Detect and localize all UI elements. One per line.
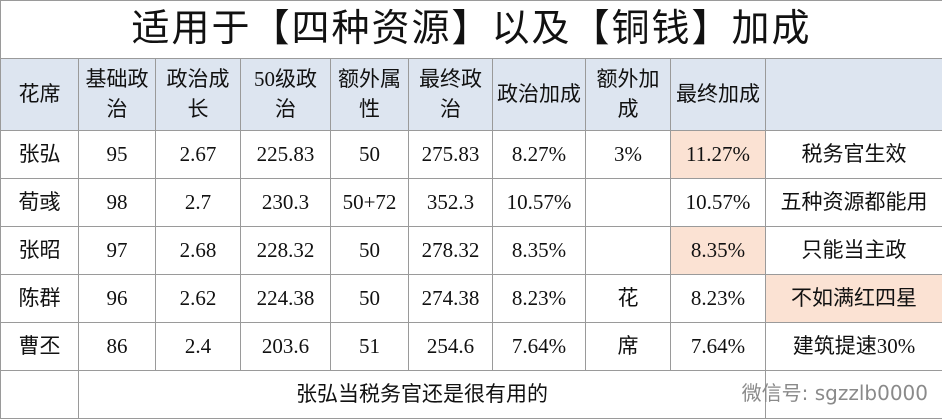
table-cell: 2.7: [156, 179, 241, 227]
table-cell: 2.68: [156, 227, 241, 275]
table-cell: 2.62: [156, 275, 241, 323]
table-cell: 96: [79, 275, 156, 323]
table-cell: 10.57%: [493, 179, 586, 227]
header-cell: 花席: [1, 59, 79, 131]
header-cell: 50级政治: [241, 59, 331, 131]
table-cell: 8.23%: [493, 275, 586, 323]
header-cell: 政治成长: [156, 59, 241, 131]
table-cell: 50: [331, 227, 409, 275]
watermark: 微信号: sgzzlb0000: [742, 377, 928, 406]
table-cell: 228.32: [241, 227, 331, 275]
table-cell: 建筑提速30%: [766, 323, 942, 371]
table-cell: 只能当主政: [766, 227, 942, 275]
table-cell: 张昭: [1, 227, 79, 275]
table-cell: 203.6: [241, 323, 331, 371]
table-cell: [586, 227, 671, 275]
footer-note: 张弘当税务官还是很有用的: [79, 371, 766, 419]
table-cell: 张弘: [1, 131, 79, 179]
table-cell: 曹丕: [1, 323, 79, 371]
table-cell: [586, 179, 671, 227]
header-cell: [766, 59, 942, 131]
table-cell: 86: [79, 323, 156, 371]
table-cell: 230.3: [241, 179, 331, 227]
table-cell: 50+72: [331, 179, 409, 227]
footer-empty: [1, 371, 79, 419]
table-cell: 荀彧: [1, 179, 79, 227]
table-cell: 花: [586, 275, 671, 323]
table-cell: 224.38: [241, 275, 331, 323]
table-cell: 7.64%: [671, 323, 766, 371]
table-cell: 2.4: [156, 323, 241, 371]
table-cell: 352.3: [409, 179, 493, 227]
table-cell: 3%: [586, 131, 671, 179]
table-cell: 11.27%: [671, 131, 766, 179]
table-cell: 8.35%: [493, 227, 586, 275]
table-cell: 陈群: [1, 275, 79, 323]
table-cell: 275.83: [409, 131, 493, 179]
table-cell: 50: [331, 275, 409, 323]
table-cell: 10.57%: [671, 179, 766, 227]
header-cell: 最终政治: [409, 59, 493, 131]
table-cell: 不如满红四星: [766, 275, 942, 323]
table-cell: 8.27%: [493, 131, 586, 179]
table-cell: 254.6: [409, 323, 493, 371]
table-cell: 95: [79, 131, 156, 179]
table-cell: 五种资源都能用: [766, 179, 942, 227]
header-cell: 额外加成: [586, 59, 671, 131]
table-title: 适用于【四种资源】以及【铜钱】加成: [1, 1, 942, 59]
table-cell: 278.32: [409, 227, 493, 275]
table-cell: 席: [586, 323, 671, 371]
header-cell: 额外属性: [331, 59, 409, 131]
table-cell: 2.67: [156, 131, 241, 179]
table-cell: 50: [331, 131, 409, 179]
table-cell: 225.83: [241, 131, 331, 179]
table-cell: 税务官生效: [766, 131, 942, 179]
table-cell: 8.35%: [671, 227, 766, 275]
table-cell: 274.38: [409, 275, 493, 323]
header-cell: 最终加成: [671, 59, 766, 131]
table-cell: 51: [331, 323, 409, 371]
header-cell: 政治加成: [493, 59, 586, 131]
table-cell: 98: [79, 179, 156, 227]
table-cell: 97: [79, 227, 156, 275]
table-cell: 7.64%: [493, 323, 586, 371]
table-cell: 8.23%: [671, 275, 766, 323]
header-cell: 基础政治: [79, 59, 156, 131]
